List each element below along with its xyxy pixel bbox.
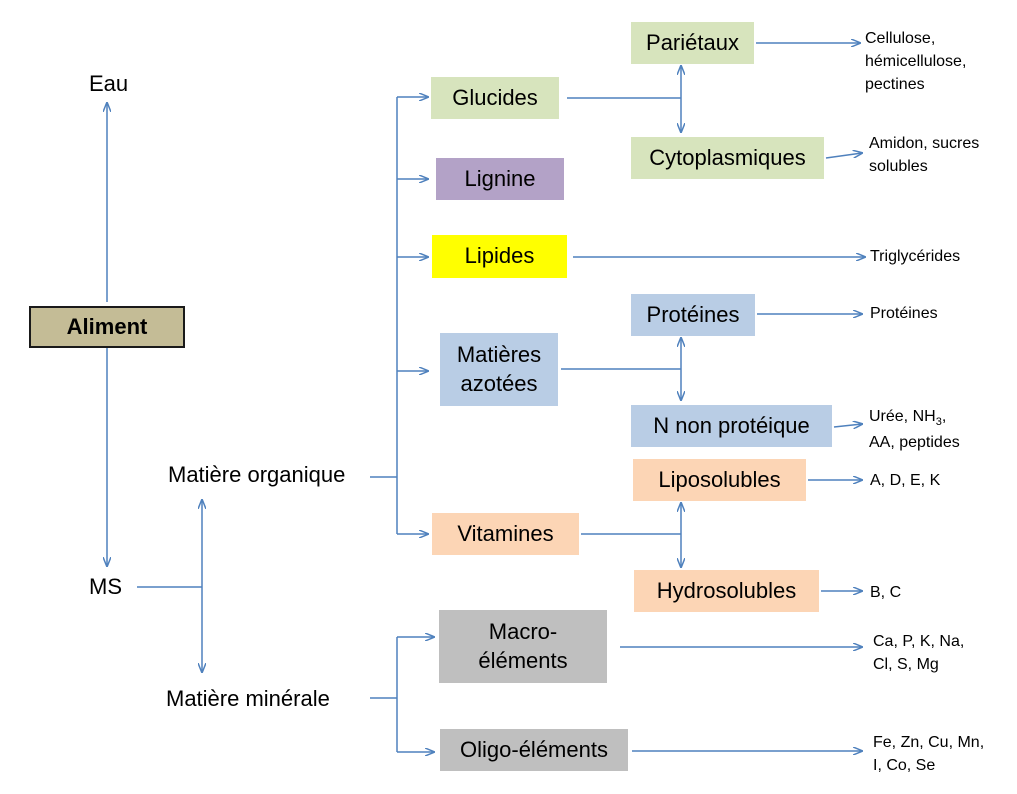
lipides-label: Lipides: [464, 243, 535, 269]
macro-box: Macro- éléments: [439, 610, 607, 683]
vitamines-box: Vitamines: [432, 513, 579, 555]
eau-label: Eau: [89, 71, 129, 96]
lipo-box: Liposolubles: [633, 459, 806, 501]
leaf-lipo: A, D, E, K: [870, 472, 941, 489]
leaf-npn-subscript: 3: [935, 416, 942, 429]
arrow-npn-leaf: [833, 424, 862, 427]
leaf-cyto-line1: Amidon, sucres: [869, 135, 980, 152]
leaf-cyto: Amidon, sucres solubles: [869, 132, 979, 178]
lignine-box: Lignine: [436, 158, 564, 200]
leaf-npn-line1-text: Urée, NH: [869, 408, 936, 425]
aliment-box: Aliment: [29, 306, 185, 348]
hydro-box: Hydrosolubles: [634, 570, 819, 612]
leaf-oligo-line2: I, Co, Se: [873, 757, 936, 775]
oligo-box: Oligo-éléments: [440, 729, 628, 771]
glucides-box: Glucides: [431, 77, 559, 119]
leaf-oligo-line1: Fe, Zn, Cu, Mn,: [873, 734, 985, 751]
leaf-parietaux-line1: Cellulose,: [865, 30, 936, 47]
cyto-label: Cytoplasmiques: [649, 144, 806, 170]
azotees-label-line1: Matières: [456, 341, 542, 367]
lipides-box: Lipides: [432, 235, 567, 278]
leaf-macro-line2: Cl, S, Mg: [873, 656, 939, 674]
organique-label: Matière organique: [168, 462, 346, 487]
leaf-macro-line1: Ca, P, K, Na,: [873, 633, 965, 650]
vitamines-label: Vitamines: [457, 520, 554, 546]
leaf-npn-line2: AA, peptides: [869, 434, 960, 452]
azotees-box: Matières azotées: [440, 333, 558, 406]
leaf-npn-line1-comma: ,: [941, 408, 947, 425]
aliment-label: Aliment: [66, 313, 148, 339]
parietaux-label: Pariétaux: [646, 29, 739, 55]
parietaux-box: Pariétaux: [631, 22, 754, 64]
leaf-macro: Ca, P, K, Na, Cl, S, Mg: [873, 630, 964, 676]
lignine-label: Lignine: [464, 165, 536, 191]
macro-label-line1: Macro-: [488, 618, 558, 644]
leaf-proteines: Protéines: [870, 305, 938, 322]
cyto-box: Cytoplasmiques: [631, 137, 824, 179]
hydro-label: Hydrosolubles: [656, 577, 797, 603]
proteines-label: Protéines: [646, 301, 740, 327]
arrow-cyto-leaf: [825, 153, 862, 159]
oligo-label: Oligo-éléments: [460, 736, 608, 762]
leaf-lipides: Triglycérides: [870, 248, 961, 265]
proteines-box: Protéines: [631, 294, 755, 336]
npn-label: N non protéique: [653, 412, 810, 438]
leaf-parietaux: Cellulose, hémicellulose, pectines: [865, 27, 966, 97]
ms-label: MS: [89, 574, 122, 599]
minerale-label: Matière minérale: [166, 686, 330, 711]
leaf-npn-line1: Urée, NH3,: [869, 405, 960, 431]
leaf-parietaux-line3: pectines: [865, 76, 925, 94]
macro-label-line2: éléments: [478, 647, 568, 673]
npn-box: N non protéique: [631, 405, 832, 447]
leaf-oligo: Fe, Zn, Cu, Mn, I, Co, Se: [873, 731, 984, 777]
leaf-hydro: B, C: [870, 584, 902, 601]
azotees-label-line2: azotées: [460, 370, 538, 396]
leaf-npn: Urée, NH3, AA, peptides: [869, 405, 960, 454]
lipo-label: Liposolubles: [658, 466, 781, 492]
leaf-cyto-line2: solubles: [869, 158, 928, 176]
glucides-label: Glucides: [452, 84, 538, 110]
leaf-parietaux-line2: hémicellulose,: [865, 53, 967, 71]
